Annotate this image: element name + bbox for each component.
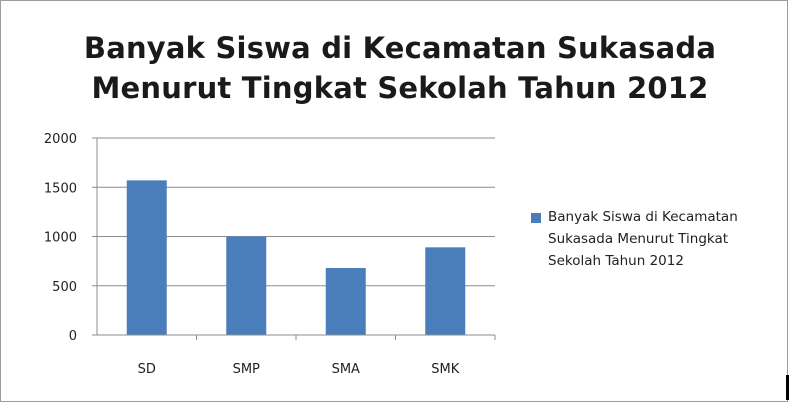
bar-sd <box>126 180 167 335</box>
chart-title-line-2: Menurut Tingkat Sekolah Tahun 2012 <box>91 71 709 105</box>
y-tick-label: 2000 <box>44 132 77 147</box>
text-cursor <box>786 375 789 400</box>
x-tick-label: SD <box>138 362 156 377</box>
y-tick-label: 1500 <box>44 181 77 196</box>
bar-smk <box>425 247 466 335</box>
x-tick-label: SMK <box>431 362 459 377</box>
chart-title: Banyak Siswa di Kecamatan Sukasada Menur… <box>0 28 800 108</box>
bar-sma <box>325 268 366 335</box>
y-tick-label: 500 <box>52 280 77 295</box>
bar-smp <box>226 236 267 335</box>
legend-swatch <box>531 213 541 223</box>
x-tick-label: SMP <box>233 362 260 377</box>
x-tick-label: SMA <box>332 362 360 377</box>
legend-label: Banyak Siswa di Kecamatan Sukasada Menur… <box>548 209 738 269</box>
chart-title-line-1: Banyak Siswa di Kecamatan Sukasada <box>83 31 717 65</box>
y-tick-label: 0 <box>69 329 77 344</box>
y-tick-label: 1000 <box>44 231 77 246</box>
